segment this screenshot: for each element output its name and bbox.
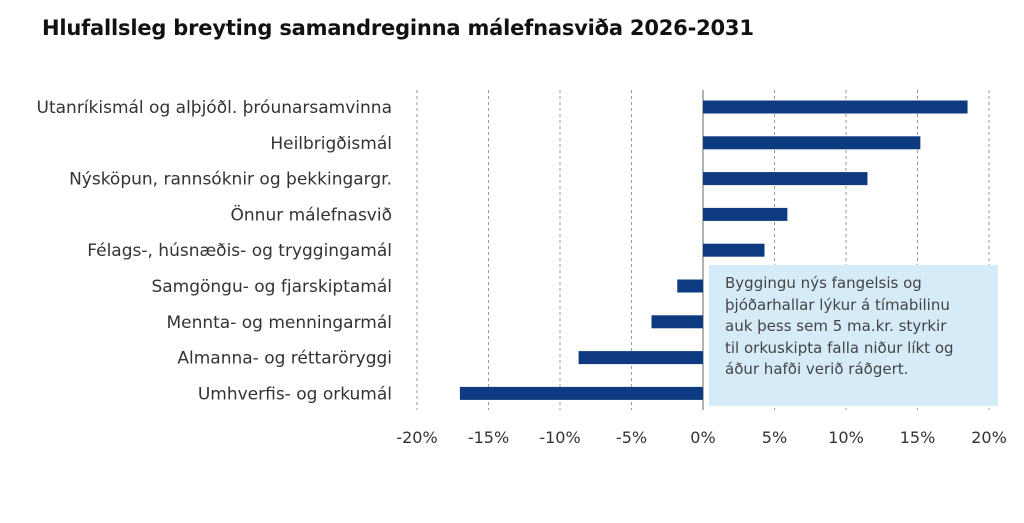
bars [459,100,968,400]
x-tick-label: 15% [900,428,936,447]
category-labels: Utanríkismál og alþjóðl. þróunarsamvinna… [37,98,392,404]
bar [651,315,703,329]
annotation-line: áður hafði verið ráðgert. [725,360,909,378]
x-tick-labels: -20% -15% -10% -5% 0% 5% 10% 15% 20% [396,428,1006,447]
category-label: Umhverfis- og orkumál [198,384,392,404]
category-label: Mennta- og menningarmál [166,313,392,333]
category-label: Heilbrigðismál [270,134,392,154]
bar [703,100,968,114]
annotation-box: Byggingu nýs fangelsis og þjóðarhallar l… [709,265,998,406]
annotation-line: auk þess sem 5 ma.kr. styrkir [725,317,947,335]
x-tick-label: -15% [468,428,509,447]
annotation-line: Byggingu nýs fangelsis og [725,274,922,292]
annotation-line: til orkuskipta falla niður líkt og [725,338,954,357]
x-tick-label: -20% [396,428,437,447]
category-label: Félags-, húsnæðis- og tryggingamál [87,241,392,261]
x-tick-label: 0% [690,428,715,447]
bar [578,351,703,365]
bar [703,136,921,150]
x-tick-label: -5% [616,428,647,447]
bar [703,207,788,221]
x-tick-label: 5% [762,428,787,447]
category-label: Samgöngu- og fjarskiptamál [151,277,392,297]
category-label: Utanríkismál og alþjóðl. þróunarsamvinna [37,98,392,118]
x-tick-label: 20% [971,428,1007,447]
chart-title: Hlufallsleg breyting samandreginna málef… [42,16,754,40]
bar [703,172,868,186]
category-label: Almanna- og réttaröryggi [177,349,392,369]
bar [459,386,703,400]
category-label: Nýsköpun, rannsóknir og þekkingargr. [69,170,392,190]
annotation-line: þjóðarhallar lýkur á tímabilinu [725,295,950,314]
bar [703,243,765,257]
bar [677,279,703,293]
x-tick-label: 10% [828,428,864,447]
x-tick-label: -10% [539,428,580,447]
category-label: Önnur málefnasvið [231,203,392,225]
